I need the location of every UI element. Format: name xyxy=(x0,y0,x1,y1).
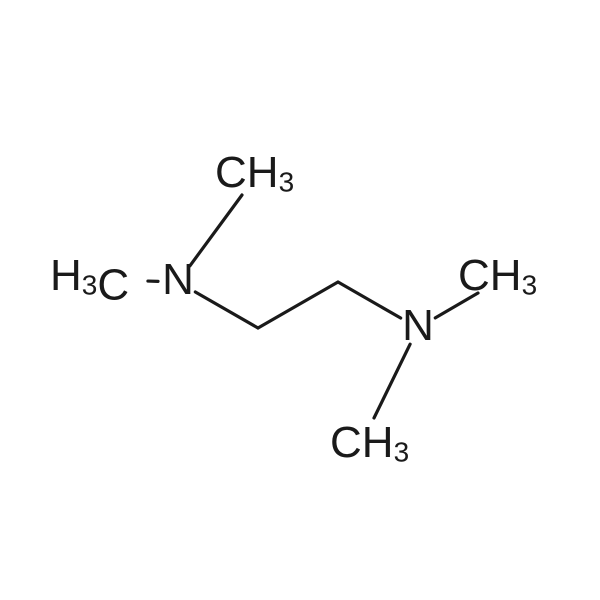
chemical-structure: N N CH3 H3C CH3 CH3 xyxy=(0,0,600,600)
atom-label: N xyxy=(402,301,434,350)
bond xyxy=(195,292,258,328)
bond xyxy=(374,344,410,418)
atom-label: CH3 xyxy=(330,418,409,468)
atom-label: H3C xyxy=(50,251,129,310)
bond xyxy=(338,282,401,318)
atom-label: N xyxy=(162,255,194,304)
bond xyxy=(190,195,242,266)
atom-label: CH3 xyxy=(458,251,537,301)
atom-label: CH3 xyxy=(215,148,294,198)
bond xyxy=(258,282,338,328)
